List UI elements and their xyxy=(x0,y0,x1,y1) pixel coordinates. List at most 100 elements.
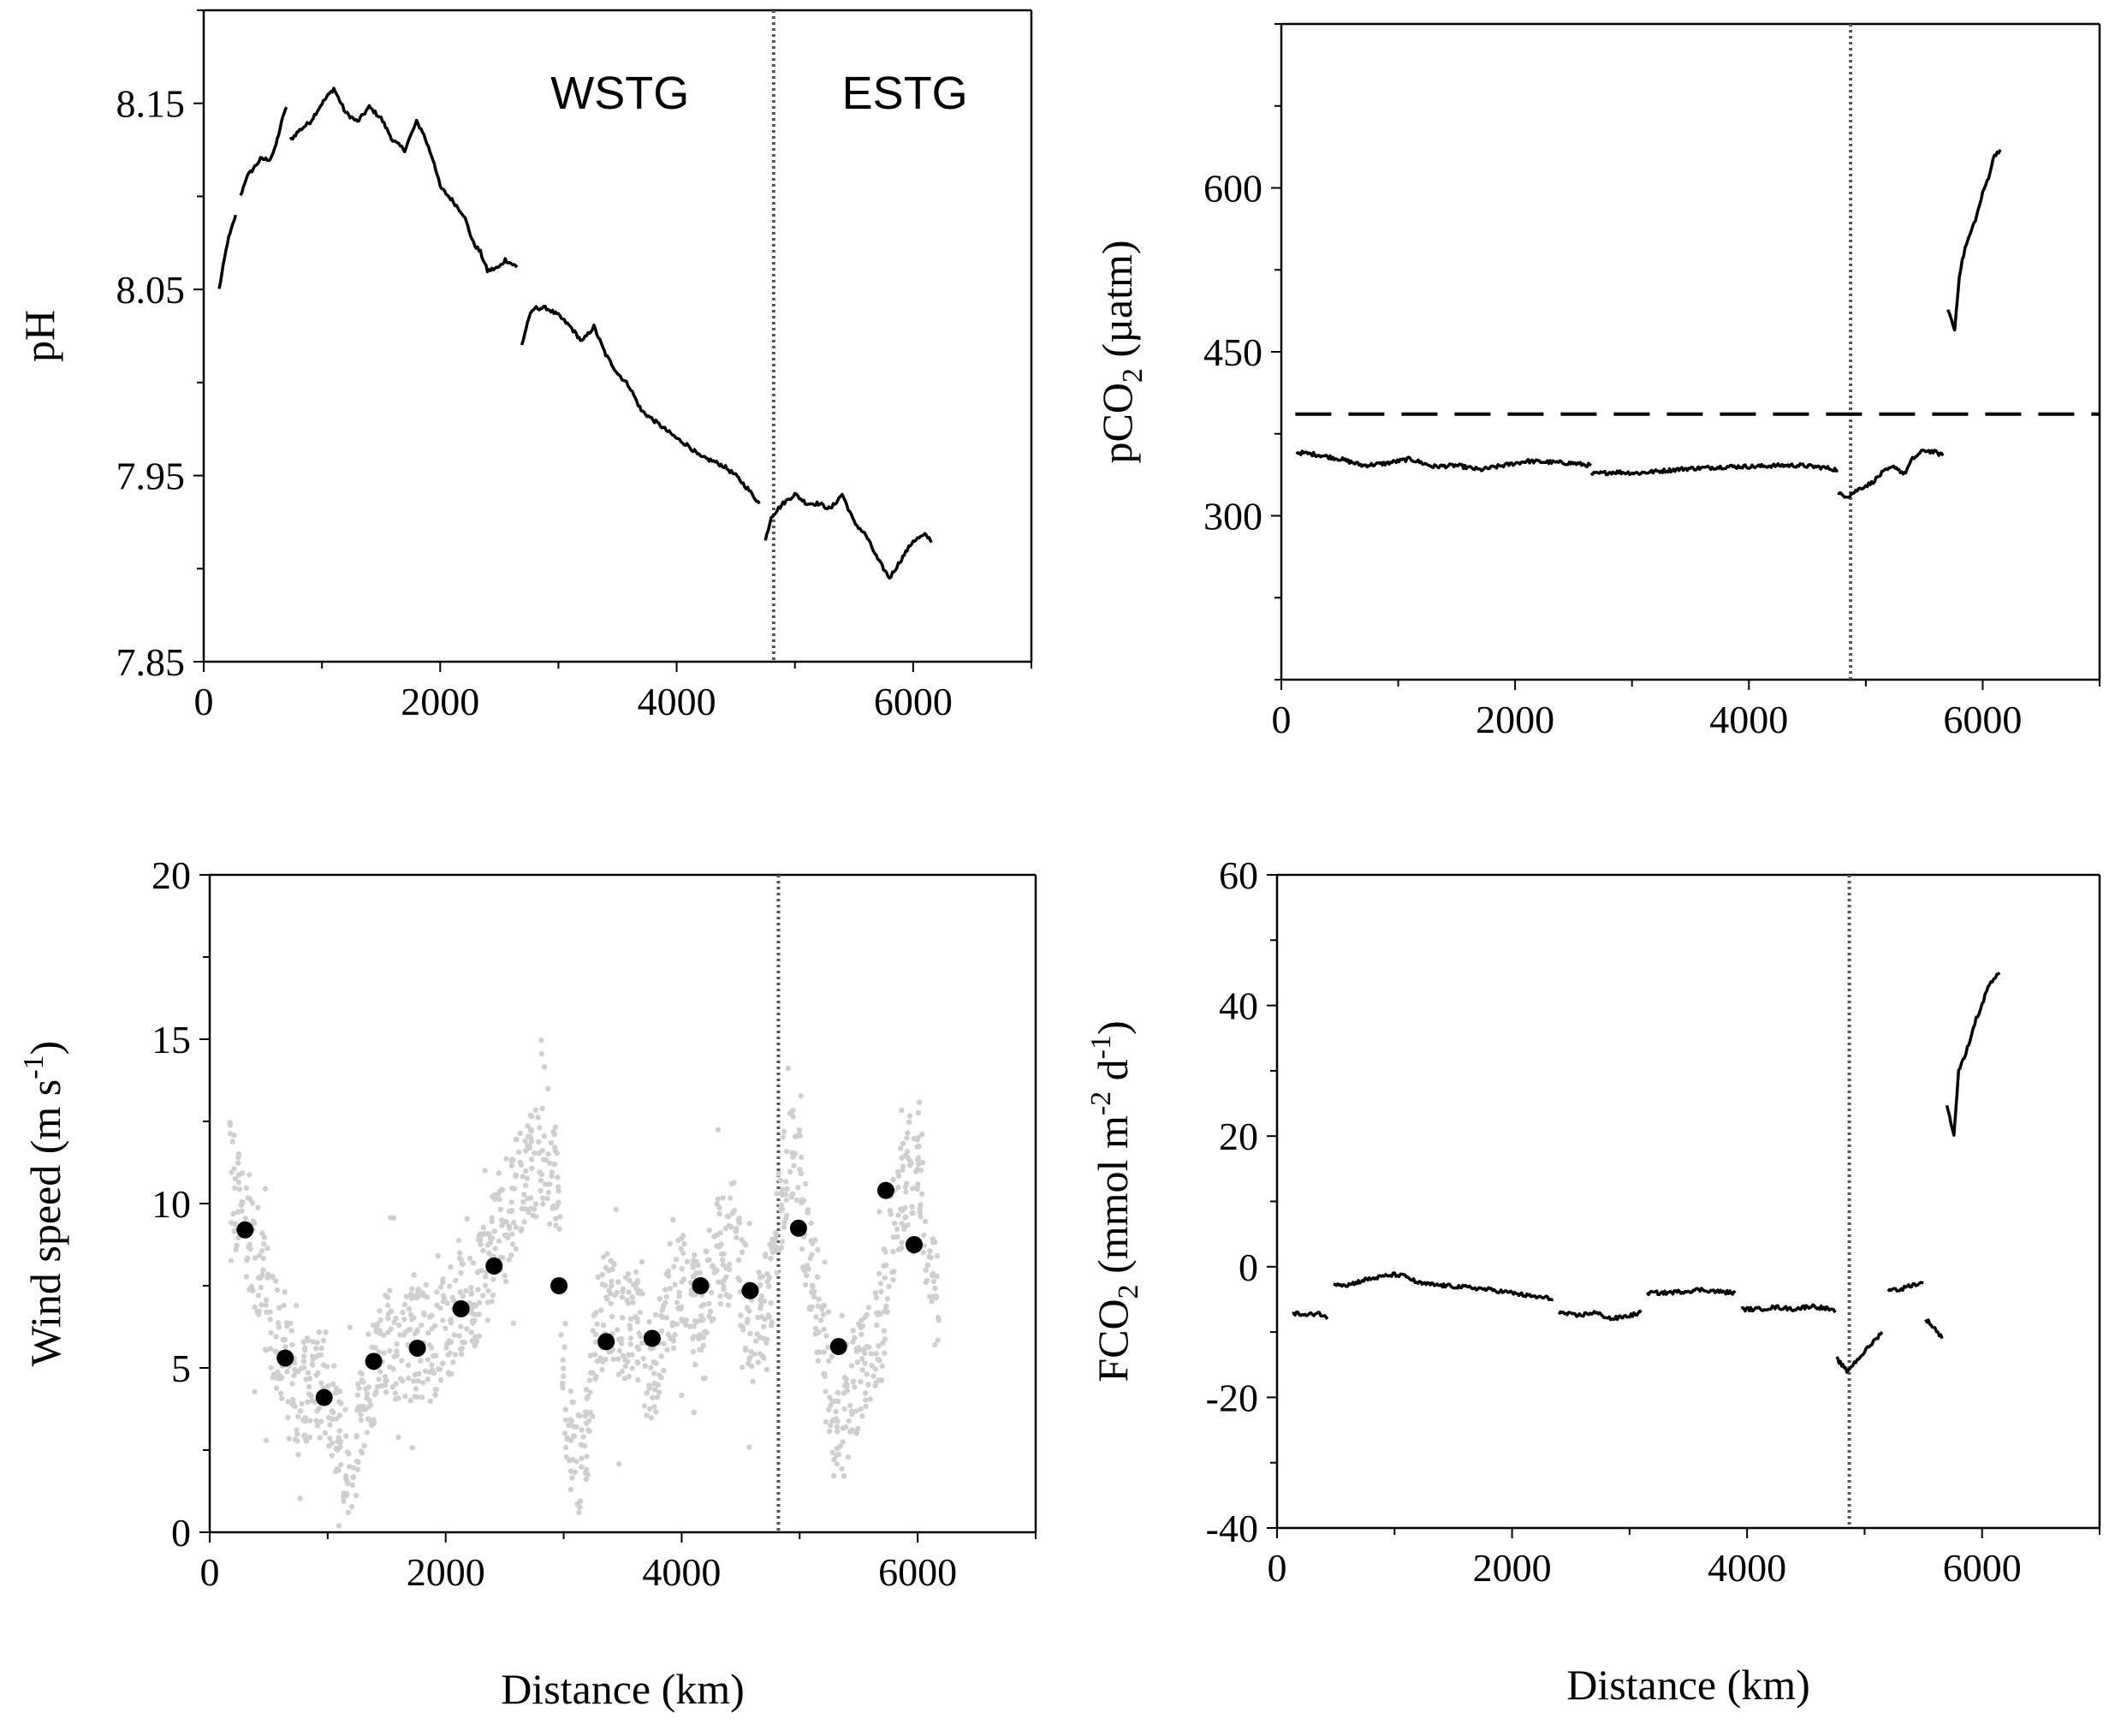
wind-point xyxy=(662,1287,668,1293)
wind-point xyxy=(890,1176,896,1183)
wind-point xyxy=(486,1250,492,1257)
wind-point xyxy=(544,1196,550,1202)
wind-point xyxy=(434,1302,440,1308)
wind-point xyxy=(850,1328,856,1334)
wind-point xyxy=(486,1231,492,1237)
x-axis-label: Distance (km) xyxy=(1566,1661,1810,1709)
wind-point xyxy=(653,1409,659,1415)
series-line-segment xyxy=(217,214,237,289)
wind-point xyxy=(935,1337,942,1343)
wind-point xyxy=(560,1357,566,1363)
wind-point xyxy=(903,1214,909,1220)
wind-point xyxy=(263,1302,269,1308)
wind-point xyxy=(807,1255,813,1262)
wind-point xyxy=(758,1314,765,1320)
wind-point xyxy=(595,1274,601,1281)
wind-point xyxy=(552,1124,559,1131)
wind-point xyxy=(862,1390,869,1396)
wind-point xyxy=(458,1323,464,1329)
wind-point xyxy=(472,1342,478,1349)
y-axis-label: pCO2 (µatm) xyxy=(1093,240,1149,463)
wind-point xyxy=(538,1187,544,1194)
wind-point xyxy=(294,1431,300,1437)
wind-point xyxy=(934,1253,941,1259)
wind-point xyxy=(890,1234,897,1240)
wind-point xyxy=(781,1224,787,1230)
wind-point xyxy=(316,1329,323,1335)
wind-point xyxy=(792,1150,798,1156)
wind-point xyxy=(706,1228,712,1234)
wind-point xyxy=(876,1310,882,1316)
wind-point xyxy=(816,1296,822,1302)
wind-point xyxy=(798,1154,805,1160)
wind-point xyxy=(425,1329,431,1336)
wind-point xyxy=(921,1242,927,1249)
wind-point xyxy=(755,1359,761,1365)
wind-point xyxy=(277,1390,284,1396)
wind-point xyxy=(295,1452,301,1458)
wind-point xyxy=(406,1327,413,1333)
wind-point xyxy=(672,1281,678,1288)
wind-point xyxy=(648,1415,655,1421)
wind-point xyxy=(432,1386,438,1393)
wind-point xyxy=(746,1360,752,1366)
wind-point xyxy=(384,1302,391,1309)
wind-point xyxy=(562,1444,569,1451)
wind-point xyxy=(411,1272,417,1278)
wind-point xyxy=(858,1406,864,1412)
y-tick-label: 15 xyxy=(151,1018,191,1061)
wind-point xyxy=(932,1239,938,1246)
wind-point xyxy=(555,1188,561,1194)
wind-point xyxy=(395,1434,401,1441)
wind-point xyxy=(585,1471,591,1477)
wind-point xyxy=(911,1135,918,1142)
y-tick-label: 0 xyxy=(171,1511,191,1555)
wind-point xyxy=(772,1248,778,1255)
mean-wind-point xyxy=(452,1299,470,1317)
x-tick-label: 2000 xyxy=(407,1550,485,1594)
wind-point xyxy=(757,1335,763,1341)
wind-point xyxy=(815,1358,821,1364)
wind-point xyxy=(676,1293,682,1299)
wind-point xyxy=(741,1240,748,1246)
wind-point xyxy=(813,1314,819,1320)
wind-point xyxy=(923,1218,929,1225)
wind-point xyxy=(414,1327,420,1333)
wind-point xyxy=(577,1412,583,1419)
wind-point xyxy=(868,1351,874,1357)
wind-point xyxy=(452,1352,459,1358)
wind-point xyxy=(235,1160,241,1166)
wind-point xyxy=(409,1286,415,1292)
wind-point xyxy=(356,1385,362,1391)
x-tick-label: 6000 xyxy=(1943,1546,2022,1590)
wind-point xyxy=(670,1216,676,1223)
wind-point xyxy=(336,1428,342,1434)
wind-point xyxy=(548,1139,555,1146)
wind-point xyxy=(698,1303,704,1310)
wind-point xyxy=(423,1281,429,1288)
wind-point xyxy=(747,1354,753,1361)
wind-point xyxy=(361,1406,367,1412)
x-tick-label: 6000 xyxy=(874,680,953,723)
wind-point xyxy=(466,1255,473,1262)
wind-point xyxy=(390,1215,397,1222)
wind-point xyxy=(521,1192,527,1198)
wind-point xyxy=(661,1303,667,1309)
wind-point xyxy=(395,1395,401,1401)
wind-point xyxy=(726,1293,732,1300)
wind-point xyxy=(455,1237,462,1244)
wind-point xyxy=(484,1317,491,1323)
wind-point xyxy=(619,1294,626,1300)
wind-point xyxy=(301,1345,308,1351)
y-tick-label: 0 xyxy=(1239,1246,1258,1289)
wind-point xyxy=(625,1300,632,1306)
wind-point xyxy=(458,1257,464,1263)
wind-point xyxy=(480,1247,486,1254)
wind-point xyxy=(627,1323,633,1329)
wind-point xyxy=(717,1229,723,1236)
wind-point xyxy=(913,1168,919,1174)
wind-point xyxy=(822,1259,828,1265)
wind-point xyxy=(815,1246,821,1253)
wind-point xyxy=(784,1186,790,1192)
wind-point xyxy=(345,1509,351,1516)
